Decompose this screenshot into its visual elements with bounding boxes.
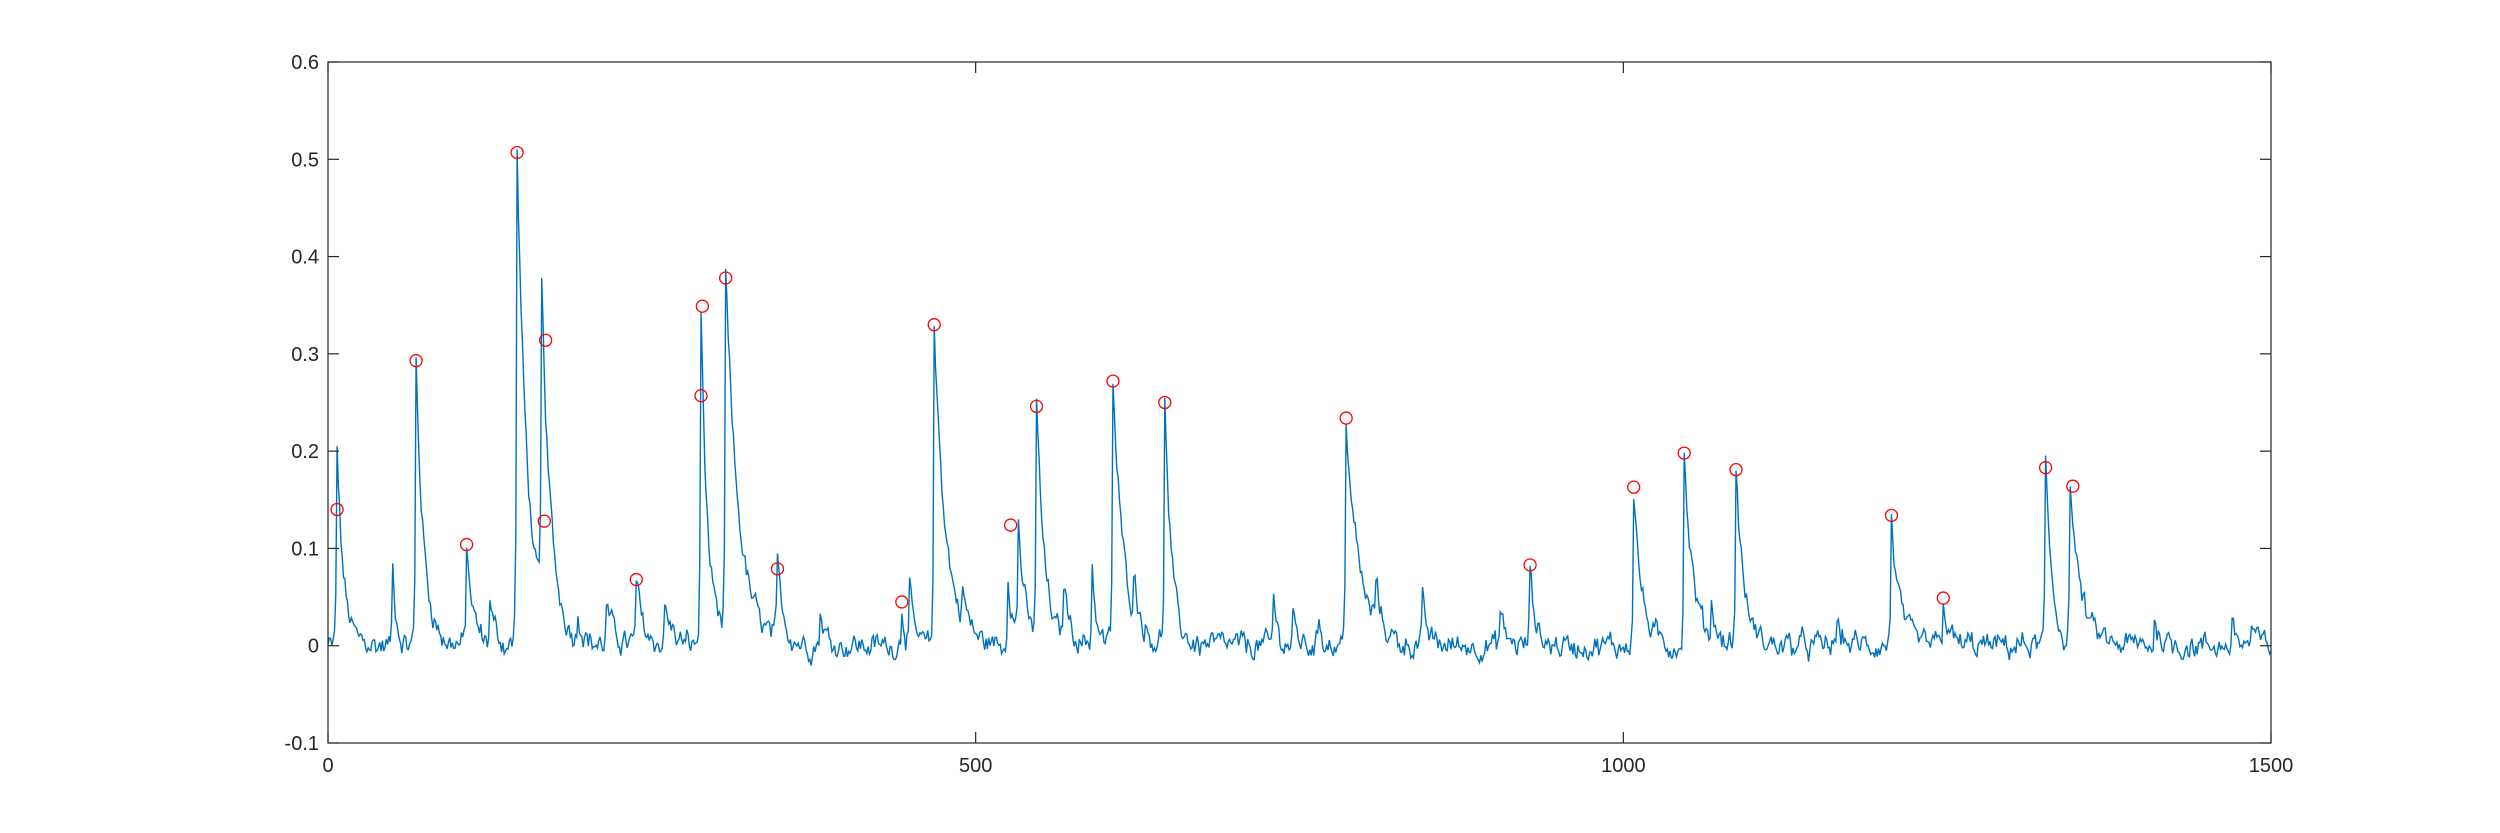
peak-marker xyxy=(694,389,708,403)
peak-marker xyxy=(2066,479,2080,493)
axes-background xyxy=(328,62,2271,743)
peak-marker xyxy=(629,572,643,587)
signal-line xyxy=(327,149,2272,666)
x-tick-label: 0 xyxy=(322,755,333,777)
peak-marker xyxy=(459,537,474,552)
peak-marker xyxy=(927,318,941,332)
peak-marker xyxy=(1677,446,1691,460)
y-tick-label: 0.6 xyxy=(291,52,319,74)
peak-markers xyxy=(330,145,2080,609)
peak-marker xyxy=(1029,399,1044,414)
peak-marker xyxy=(1884,508,1899,522)
x-tick-labels: 0 500 1000 1500 xyxy=(322,755,2293,777)
peak-marker xyxy=(510,145,524,160)
y-tick-label: 0 xyxy=(308,636,319,658)
peak-marker xyxy=(719,271,733,285)
peak-marker xyxy=(1627,480,1641,494)
y-tick-label: 0.1 xyxy=(291,538,319,560)
y-tick-label: -0.1 xyxy=(285,733,319,755)
y-tick-label: 0.2 xyxy=(291,441,319,463)
tick-marks xyxy=(327,61,2272,744)
peak-marker xyxy=(1106,374,1120,388)
peak-marker xyxy=(409,354,423,368)
axes-box xyxy=(327,61,2272,744)
peak-marker xyxy=(1158,395,1172,410)
peak-marker xyxy=(770,562,785,576)
y-tick-labels: -0.1 0 0.1 0.2 0.3 0.4 0.5 0.6 xyxy=(285,52,319,755)
y-tick-label: 0.5 xyxy=(291,149,319,171)
peak-marker xyxy=(330,502,344,517)
peak-marker xyxy=(1339,411,1353,425)
peak-marker xyxy=(695,299,709,313)
y-tick-label: 0.4 xyxy=(291,247,319,269)
peak-marker xyxy=(1523,558,1537,572)
signal-layer xyxy=(327,149,2272,666)
peak-marker xyxy=(538,333,553,347)
peak-marker xyxy=(2038,461,2053,475)
y-tick-label: 0.3 xyxy=(291,344,319,366)
peak-marker xyxy=(1936,591,1950,605)
peak-marker xyxy=(1003,518,1018,532)
x-tick-label: 1500 xyxy=(2249,755,2294,777)
plot-area: 0 500 1000 1500 -0.100.10.20.30.40.50.6 xyxy=(285,52,2294,777)
peak-marker xyxy=(895,595,909,609)
peak-marker xyxy=(537,514,551,528)
peak-marker xyxy=(1729,462,1743,477)
x-tick-label: 1000 xyxy=(1601,755,1646,777)
x-tick-label: 500 xyxy=(959,755,992,777)
